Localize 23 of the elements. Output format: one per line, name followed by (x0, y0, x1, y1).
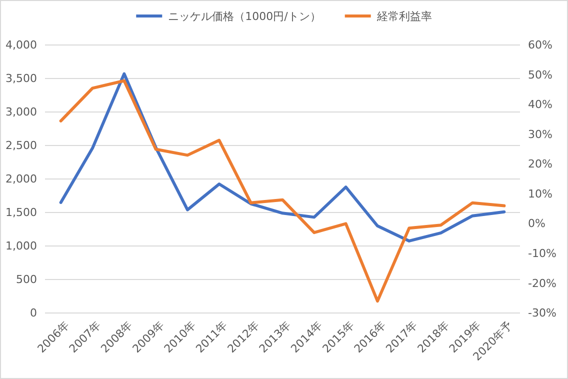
line-series (59, 72, 506, 242)
line-series (59, 79, 506, 303)
y-tick-label: 4,000 (6, 38, 37, 52)
y-tick-label: 2,000 (6, 172, 37, 186)
y2-tick-label: -20% (528, 276, 556, 290)
legend-label: 経常利益率 (376, 10, 432, 23)
y-tick-label: 1,000 (6, 240, 37, 253)
y2-tick-label: 50% (528, 68, 552, 82)
y-tick-label: 2,500 (6, 139, 37, 152)
legend-label: ニッケル価格（1000円/トン） (168, 10, 321, 23)
y2-tick-label: -10% (528, 246, 556, 260)
y-tick-label: 500 (16, 273, 37, 286)
y2-tick-label: 30% (528, 128, 552, 141)
y2-tick-label: 10% (528, 187, 552, 200)
y2-tick-label: 60% (528, 38, 552, 52)
y2-tick-label: 0% (528, 217, 546, 230)
y2-tick-label: -30% (528, 306, 556, 320)
y-tick-label: 3,500 (6, 72, 37, 86)
y2-tick-label: 20% (528, 158, 552, 171)
y2-tick-label: 40% (528, 98, 552, 112)
y-tick-label: 1,500 (6, 206, 37, 220)
y-tick-label: 0 (30, 306, 37, 320)
y-tick-label: 3,000 (6, 106, 37, 119)
